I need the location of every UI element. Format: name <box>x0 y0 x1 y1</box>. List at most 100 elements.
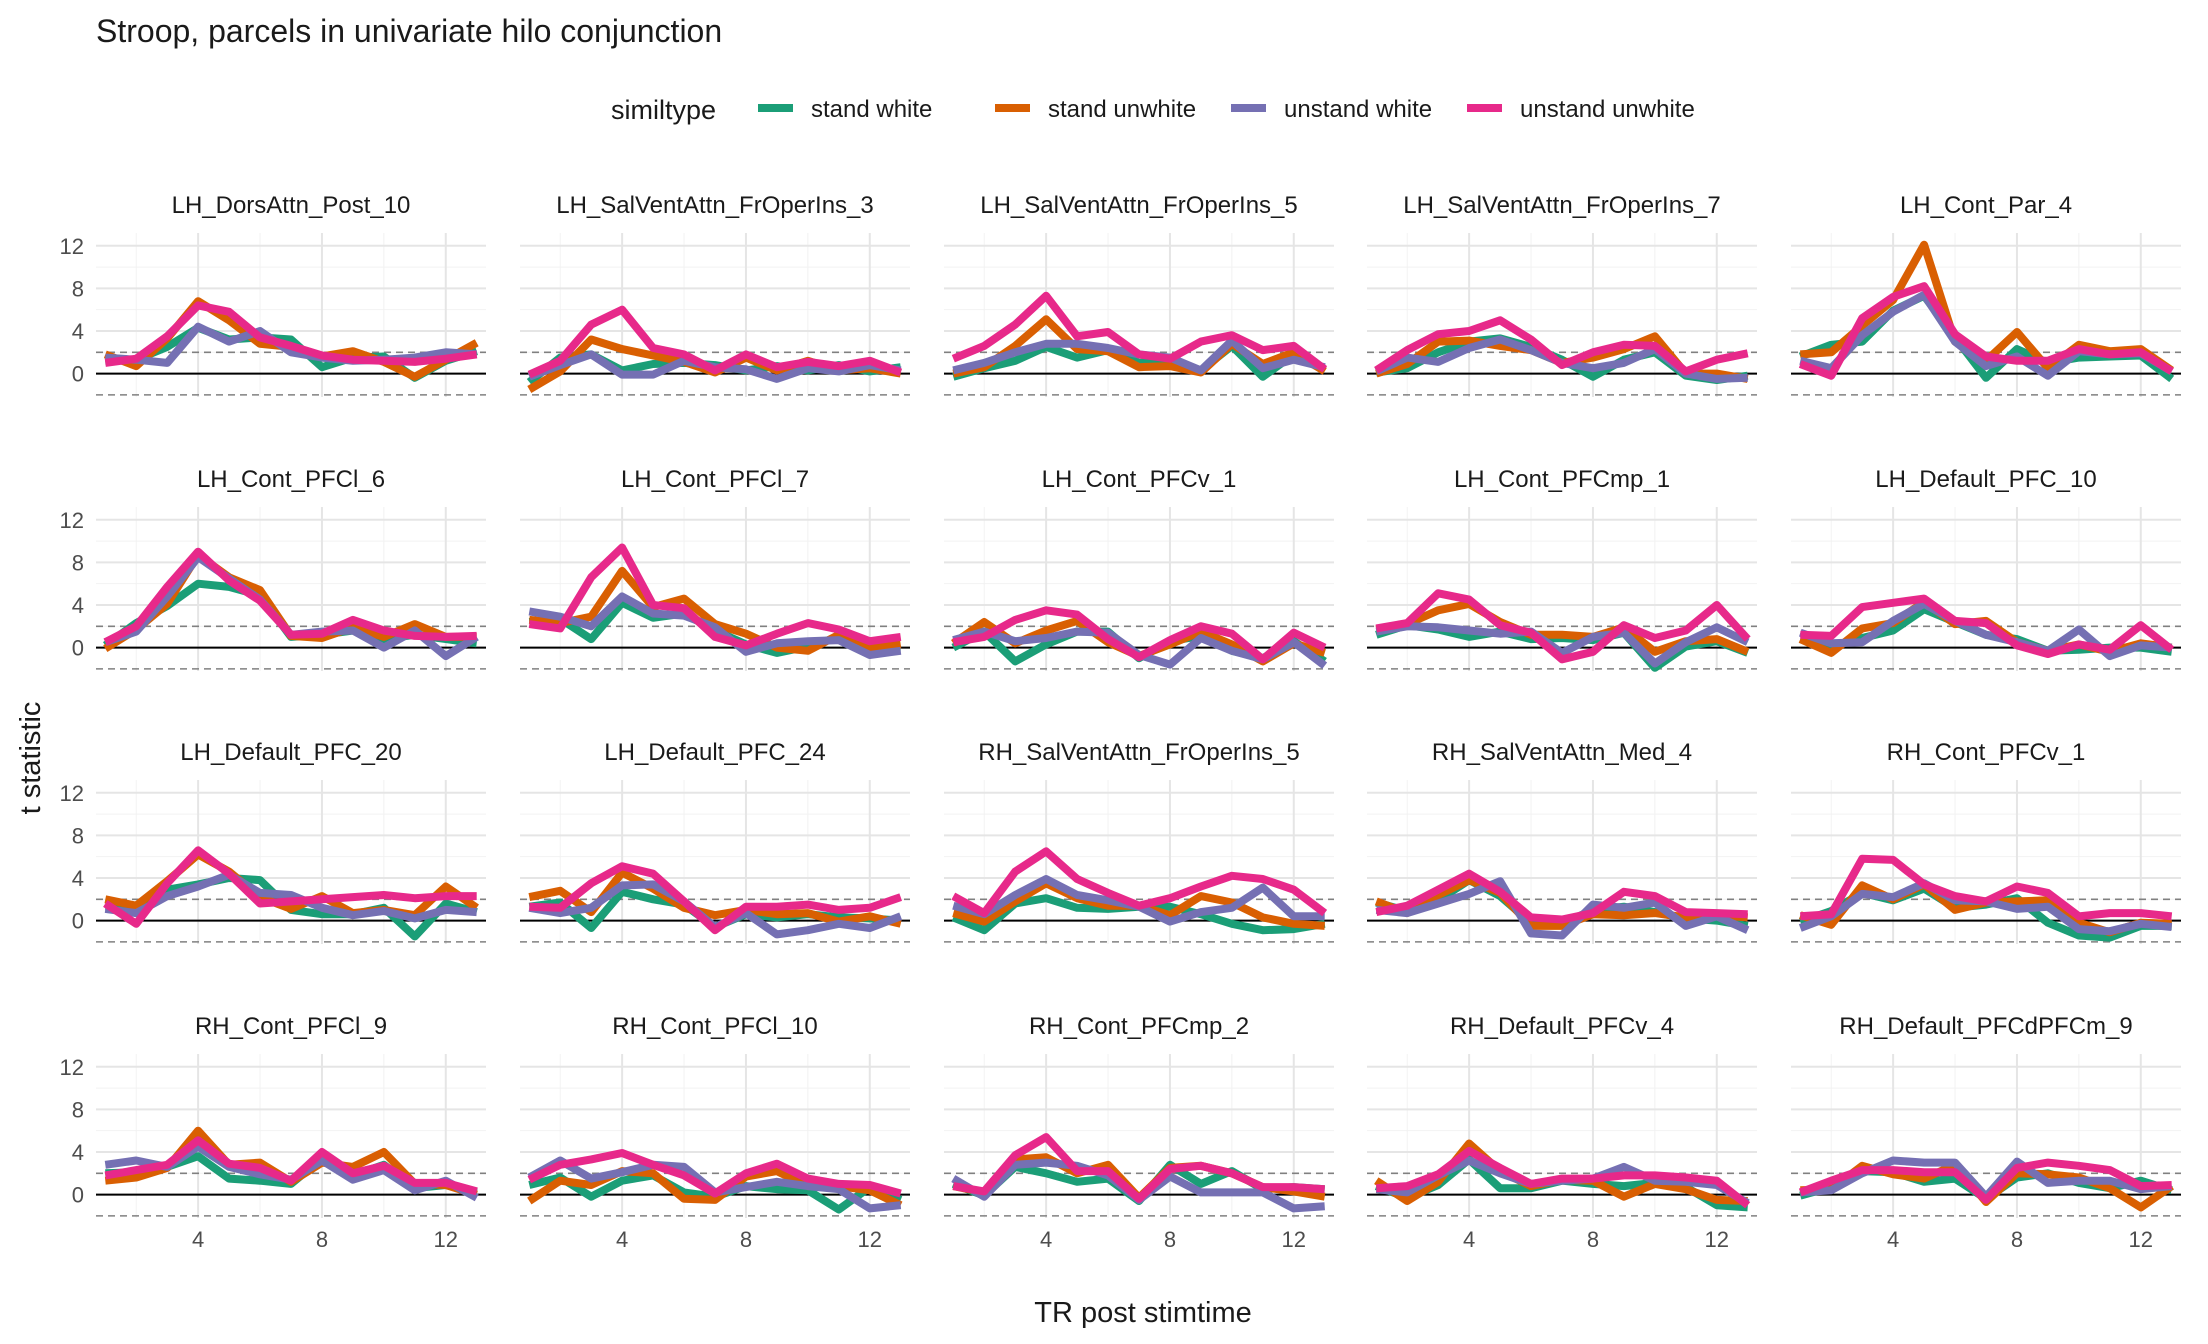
panel-title: LH_Cont_Par_4 <box>1900 192 2072 219</box>
panel-title: RH_Cont_PFCmp_2 <box>1029 1013 1249 1040</box>
panel: RH_Cont_PFCl_10 4 8 12 <box>520 1013 910 1252</box>
panel: LH_Cont_PFCmp_1 <box>1367 466 1757 672</box>
x-tick-label: 8 <box>1587 1227 1599 1252</box>
y-tick-label: 0 <box>72 362 84 387</box>
y-tick-label: 4 <box>72 319 84 344</box>
panel-title: RH_SalVentAttn_Med_4 <box>1432 739 1692 766</box>
panel: LH_Default_PFC_10 <box>1791 466 2181 671</box>
x-tick-label: 4 <box>616 1227 628 1252</box>
x-tick-label: 4 <box>1463 1227 1475 1252</box>
panel: LH_Default_PFC_20 0 4 8 12 <box>60 739 486 944</box>
y-tick-label: 4 <box>72 866 84 891</box>
panel-title: LH_Default_PFC_24 <box>604 739 825 766</box>
chart-title: Stroop, parcels in univariate hilo conju… <box>96 13 722 49</box>
x-tick-label: 8 <box>316 1227 328 1252</box>
panel: LH_SalVentAttn_FrOperIns_3 <box>520 192 910 397</box>
series-line <box>1375 622 1750 668</box>
series-line <box>1376 1146 1751 1209</box>
panel: RH_Cont_PFCl_9 0 4 8 12 4 8 12 <box>60 1013 486 1252</box>
x-tick-label: 12 <box>1705 1227 1729 1252</box>
panel: LH_Cont_Par_4 <box>1791 192 2181 397</box>
x-tick-label: 4 <box>192 1227 204 1252</box>
panel-title: RH_Cont_PFCl_10 <box>612 1013 817 1040</box>
x-tick-label: 12 <box>1282 1227 1306 1252</box>
panel-title: LH_Cont_PFCv_1 <box>1042 466 1237 493</box>
series-line <box>104 870 477 923</box>
series-line <box>527 305 903 379</box>
y-tick-label: 0 <box>72 1183 84 1208</box>
x-tick-label: 8 <box>740 1227 752 1252</box>
y-axis-label: t statistic <box>15 702 47 815</box>
panel: LH_SalVentAttn_FrOperIns_7 <box>1367 192 1757 397</box>
panel-title: RH_Default_PFCdPFCm_9 <box>1839 1013 2132 1040</box>
panel-title: LH_Default_PFC_10 <box>1875 466 2096 493</box>
series-line <box>1375 869 1748 924</box>
series-line <box>104 1136 478 1196</box>
y-tick-label: 8 <box>72 276 84 301</box>
x-tick-label: 12 <box>2129 1227 2153 1252</box>
panel-title: LH_Default_PFC_20 <box>180 739 401 766</box>
y-tick-label: 8 <box>72 550 84 575</box>
y-tick-label: 12 <box>60 781 84 806</box>
panel: LH_Default_PFC_24 <box>520 739 910 944</box>
panel-title: RH_Cont_PFCl_9 <box>195 1013 387 1040</box>
x-tick-label: 4 <box>1887 1227 1899 1252</box>
panel: RH_Cont_PFCmp_2 4 8 12 <box>944 1013 1334 1252</box>
legend-title: similtype <box>611 95 716 125</box>
series-line <box>103 846 477 928</box>
panel: RH_Default_PFCv_4 4 8 12 <box>1367 1013 1757 1252</box>
series-line <box>951 291 1328 373</box>
y-tick-label: 0 <box>72 636 84 661</box>
panel: LH_SalVentAttn_FrOperIns_5 <box>944 192 1334 397</box>
panel: LH_Cont_PFCl_6 0 4 8 12 <box>60 466 486 671</box>
panel: RH_Default_PFCdPFCm_9 4 8 12 <box>1791 1013 2181 1252</box>
y-tick-label: 12 <box>60 508 84 533</box>
panel-title: LH_DorsAttn_Post_10 <box>172 192 411 219</box>
series-line <box>527 1149 902 1198</box>
x-tick-label: 8 <box>1164 1227 1176 1252</box>
panel-title: RH_SalVentAttn_FrOperIns_5 <box>978 739 1300 766</box>
series-line <box>1799 599 2172 661</box>
series-line <box>528 592 902 659</box>
series-line <box>1375 877 1750 940</box>
x-tick-label: 8 <box>2011 1227 2023 1252</box>
panel: RH_SalVentAttn_FrOperIns_5 <box>944 739 1334 944</box>
panel-title: LH_SalVentAttn_FrOperIns_5 <box>980 192 1298 219</box>
y-tick-label: 12 <box>60 234 84 259</box>
x-tick-label: 12 <box>858 1227 882 1252</box>
panel: RH_SalVentAttn_Med_4 <box>1367 739 1757 944</box>
legend-label: stand white <box>811 96 932 123</box>
x-tick-label: 12 <box>434 1227 458 1252</box>
panel: RH_Cont_PFCv_1 <box>1791 739 2181 944</box>
panel: LH_Cont_PFCl_7 <box>520 466 910 671</box>
y-tick-label: 8 <box>72 823 84 848</box>
series-line <box>104 553 479 661</box>
series-line <box>528 543 902 650</box>
legend: similtype stand white stand unwhite unstan… <box>611 95 1695 125</box>
panel-title: LH_Cont_PFCmp_1 <box>1454 466 1670 493</box>
series-line <box>952 606 1327 664</box>
x-axis-label: TR post stimtime <box>1034 1297 1252 1329</box>
series-line <box>1798 282 2174 380</box>
panel: LH_Cont_PFCv_1 <box>944 466 1334 671</box>
y-tick-label: 4 <box>72 1140 84 1165</box>
legend-label: unstand white <box>1284 96 1432 123</box>
legend-label: unstand unwhite <box>1520 96 1695 123</box>
panel-title: LH_SalVentAttn_FrOperIns_3 <box>556 192 874 219</box>
panels: LH_DorsAttn_Post_10 0 4 8 12 LH_SalVentAttn_F… <box>60 192 2181 1252</box>
series-line <box>1374 316 1749 376</box>
series-line <box>1374 876 1748 930</box>
x-tick-label: 4 <box>1040 1227 1052 1252</box>
legend-label: stand unwhite <box>1048 96 1196 123</box>
panel-title: LH_SalVentAttn_FrOperIns_7 <box>1403 192 1721 219</box>
series-line <box>103 547 477 646</box>
series-line <box>952 1133 1325 1203</box>
panel-title: LH_Cont_PFCl_7 <box>621 466 809 493</box>
series-line <box>105 322 477 367</box>
series-line <box>1800 854 2173 921</box>
series-line <box>529 862 903 935</box>
y-tick-label: 0 <box>72 909 84 934</box>
series-line <box>1798 1158 2172 1204</box>
y-tick-label: 12 <box>60 1055 84 1080</box>
